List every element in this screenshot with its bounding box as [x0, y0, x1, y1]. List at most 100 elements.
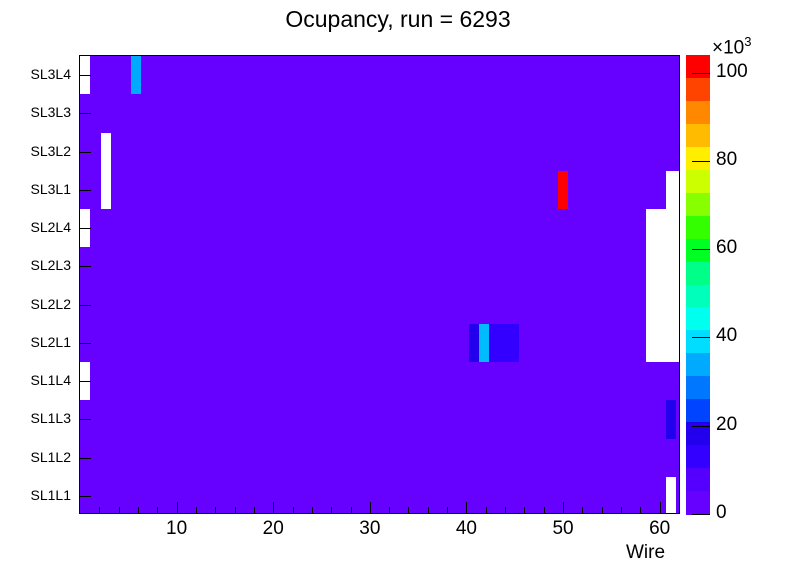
color-scale-band: [686, 445, 710, 469]
color-scale-exponent-text: ×10: [712, 37, 745, 59]
color-scale-band: [686, 169, 710, 194]
color-scale-band: [686, 399, 710, 423]
x-tick: [466, 502, 468, 513]
heatmap-cell: [131, 56, 141, 95]
x-tick: [311, 507, 313, 513]
x-tick-label: 50: [552, 518, 574, 539]
x-tick-label: 40: [455, 518, 477, 539]
color-scale-band: [686, 100, 710, 125]
page-title: Ocupancy, run = 6293: [285, 6, 511, 32]
x-tick: [292, 507, 294, 513]
x-tick: [195, 507, 197, 513]
y-tick: [79, 458, 91, 459]
heatmap-empty-region: [646, 209, 679, 362]
color-scale-tick-label: 20: [716, 413, 738, 435]
color-scale-band: [686, 55, 710, 79]
y-tick: [79, 190, 91, 191]
x-tick: [485, 507, 487, 513]
y-tick-label: SL3L1: [30, 180, 71, 197]
y-tick-label: SL1L2: [30, 448, 71, 465]
y-tick: [79, 266, 91, 267]
y-tick-label: SL3L4: [30, 66, 71, 83]
color-scale-tick-label: 40: [716, 325, 738, 347]
x-tick: [369, 502, 371, 513]
y-tick-label: SL2L3: [30, 257, 71, 274]
color-scale-bar[interactable]: [686, 55, 710, 515]
color-scale-band: [686, 284, 710, 309]
y-tick: [79, 152, 91, 153]
y-tick: [79, 113, 91, 114]
x-tick: [582, 507, 584, 513]
heatmap-cell: [469, 323, 479, 362]
x-tick-label: 20: [262, 518, 284, 539]
heatmap-cell: [666, 476, 676, 513]
x-tick: [137, 507, 139, 513]
heatmap-background-fill: [80, 56, 679, 513]
y-tick-label: SL3L3: [30, 104, 71, 121]
x-tick: [659, 502, 661, 513]
color-scale-band: [686, 238, 710, 263]
x-tick-label: 10: [166, 518, 188, 539]
color-scale-band: [686, 261, 710, 286]
x-tick: [253, 507, 255, 513]
y-tick: [79, 381, 91, 382]
x-tick: [215, 507, 217, 513]
x-tick: [563, 502, 565, 513]
x-tick-label: 60: [649, 518, 671, 539]
x-tick: [234, 507, 236, 513]
heatmap-cell: [479, 323, 489, 362]
x-tick: [99, 507, 101, 513]
color-scale-band: [686, 491, 710, 515]
color-scale-tick: [692, 514, 710, 515]
x-tick: [601, 507, 603, 513]
y-tick: [79, 496, 91, 497]
heatmap-plot-area[interactable]: [79, 55, 680, 514]
heatmap-cell: [101, 132, 111, 209]
heatmap-cell: [489, 323, 519, 362]
y-tick-label: SL1L3: [30, 410, 71, 427]
color-scale-exponent-label: ×103: [712, 34, 751, 59]
color-scale-band: [686, 330, 710, 354]
x-tick: [447, 507, 449, 513]
x-tick: [176, 502, 178, 513]
color-scale-band: [686, 146, 710, 171]
x-tick: [621, 507, 623, 513]
x-tick: [350, 507, 352, 513]
x-tick: [408, 507, 410, 513]
color-scale-tick: [692, 426, 710, 427]
x-axis-title: Wire: [626, 542, 666, 563]
heatmap-cells: [80, 56, 679, 513]
y-tick: [79, 228, 91, 229]
x-tick: [543, 507, 545, 513]
x-tick: [389, 507, 391, 513]
color-scale-tick: [692, 249, 710, 250]
heatmap-empty-region: [666, 170, 679, 209]
color-scale-tick: [692, 161, 710, 162]
y-tick-label: SL3L2: [30, 142, 71, 159]
heatmap-cell: [666, 400, 676, 439]
y-tick: [79, 343, 91, 344]
x-tick: [640, 507, 642, 513]
y-tick-label: SL1L1: [30, 486, 71, 503]
y-tick: [79, 75, 91, 76]
color-scale-tick-label: 100: [716, 60, 748, 82]
color-scale-band: [686, 353, 710, 377]
color-scale-band: [686, 422, 710, 446]
x-tick-label: 30: [359, 518, 381, 539]
color-scale-band: [686, 376, 710, 400]
x-tick: [118, 507, 120, 513]
color-scale-tick: [692, 73, 710, 74]
color-scale-band: [686, 192, 710, 217]
x-tick: [427, 507, 429, 513]
color-scale-tick-label: 60: [716, 237, 738, 259]
y-tick: [79, 419, 91, 420]
color-scale-exponent-power: 3: [744, 34, 752, 49]
x-tick: [157, 507, 159, 513]
color-scale-band: [686, 77, 710, 102]
heatmap-cell: [558, 170, 568, 209]
color-scale-tick-label: 80: [716, 148, 738, 170]
x-tick: [524, 507, 526, 513]
color-scale-tick: [692, 337, 710, 338]
y-tick: [79, 305, 91, 306]
